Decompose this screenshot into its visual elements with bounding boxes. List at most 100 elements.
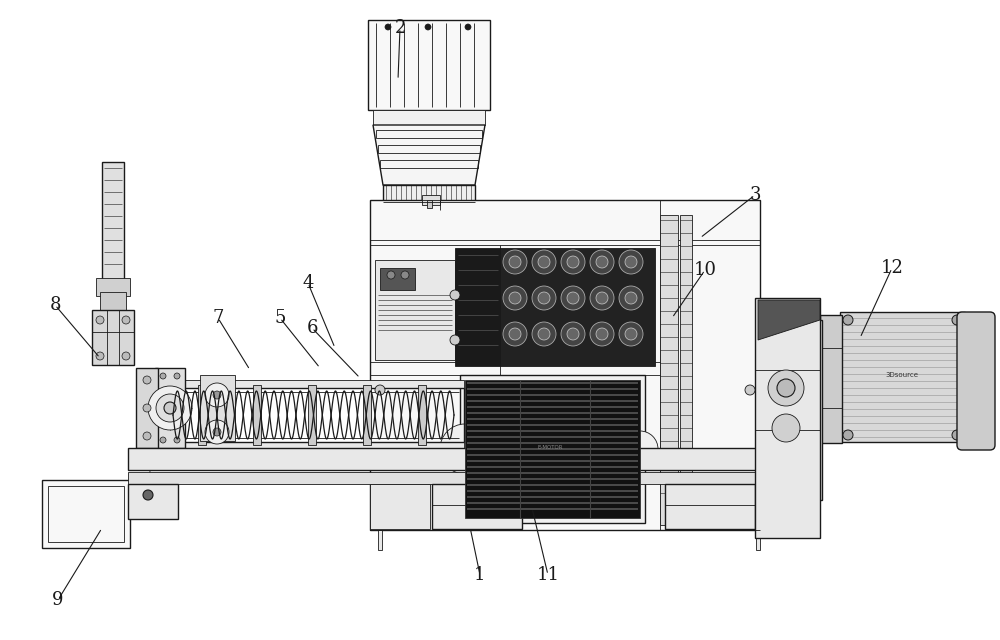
Circle shape [450,335,460,345]
FancyBboxPatch shape [957,312,995,450]
Bar [500,248,655,366]
Circle shape [538,256,550,268]
Text: 12: 12 [881,259,903,277]
Text: E-MOTOR: E-MOTOR [537,445,563,450]
Circle shape [777,379,795,397]
Circle shape [385,24,391,30]
Circle shape [96,352,104,360]
Bar [378,530,382,550]
Bar [102,162,124,282]
Bar [755,298,820,538]
Circle shape [952,430,962,440]
Circle shape [122,316,130,324]
Bar [820,315,842,443]
Circle shape [532,250,556,274]
Circle shape [622,431,658,467]
Bar [370,200,760,530]
Circle shape [440,424,490,474]
Circle shape [387,271,395,279]
Text: 8: 8 [49,296,61,314]
Circle shape [596,292,608,304]
Circle shape [213,428,221,436]
Bar [128,448,760,470]
Circle shape [503,286,527,310]
Circle shape [465,24,471,30]
Bar [427,200,432,208]
Circle shape [174,373,180,379]
Circle shape [143,432,151,440]
Circle shape [625,328,637,340]
Circle shape [425,24,431,30]
Circle shape [590,286,614,310]
Bar [432,484,522,529]
Bar [800,368,822,380]
Bar [42,480,130,548]
Circle shape [745,385,755,395]
Bar [665,484,755,529]
Text: 1: 1 [474,566,486,584]
Circle shape [205,383,229,407]
Bar [383,185,475,207]
Bar [141,490,155,510]
Bar [96,278,130,296]
Text: 9: 9 [52,591,64,609]
Bar [378,145,480,153]
Text: 11: 11 [536,566,560,584]
Bar [418,385,426,445]
Circle shape [122,352,130,360]
Circle shape [561,250,585,274]
Circle shape [375,385,385,395]
Circle shape [143,490,153,500]
Text: 4: 4 [302,274,314,292]
Bar [840,312,965,442]
Bar [755,484,775,529]
Circle shape [205,420,229,444]
Circle shape [164,402,176,414]
Bar [762,394,818,416]
Circle shape [590,250,614,274]
Circle shape [503,250,527,274]
Bar [136,368,158,448]
Circle shape [160,373,166,379]
Bar [460,375,645,523]
Circle shape [590,322,614,346]
Circle shape [843,430,853,440]
Bar [92,310,134,365]
Text: 2: 2 [394,19,406,37]
Circle shape [538,292,550,304]
Circle shape [509,328,521,340]
Bar [762,330,818,352]
Text: 5: 5 [274,309,286,327]
Bar [368,20,490,110]
Bar [370,484,430,529]
Bar [253,385,261,445]
Bar [200,375,235,441]
Circle shape [503,322,527,346]
Text: 10: 10 [694,261,716,279]
Circle shape [509,256,521,268]
Circle shape [143,404,151,412]
Circle shape [768,370,804,406]
Bar [465,380,640,518]
Bar [762,362,818,384]
Polygon shape [373,125,485,185]
Bar [128,484,178,519]
Bar [376,130,482,138]
Circle shape [561,322,585,346]
Bar [128,472,760,484]
Bar [363,385,371,445]
Circle shape [148,386,192,430]
Bar [762,426,818,448]
Circle shape [174,437,180,443]
Circle shape [450,290,460,300]
Circle shape [567,292,579,304]
Bar [422,195,440,205]
Circle shape [625,256,637,268]
Bar [375,260,455,360]
Text: 3Dsource: 3Dsource [886,372,918,378]
Bar [155,368,185,448]
Bar [455,248,500,366]
Bar [762,458,818,480]
Bar [758,320,822,500]
Circle shape [561,286,585,310]
